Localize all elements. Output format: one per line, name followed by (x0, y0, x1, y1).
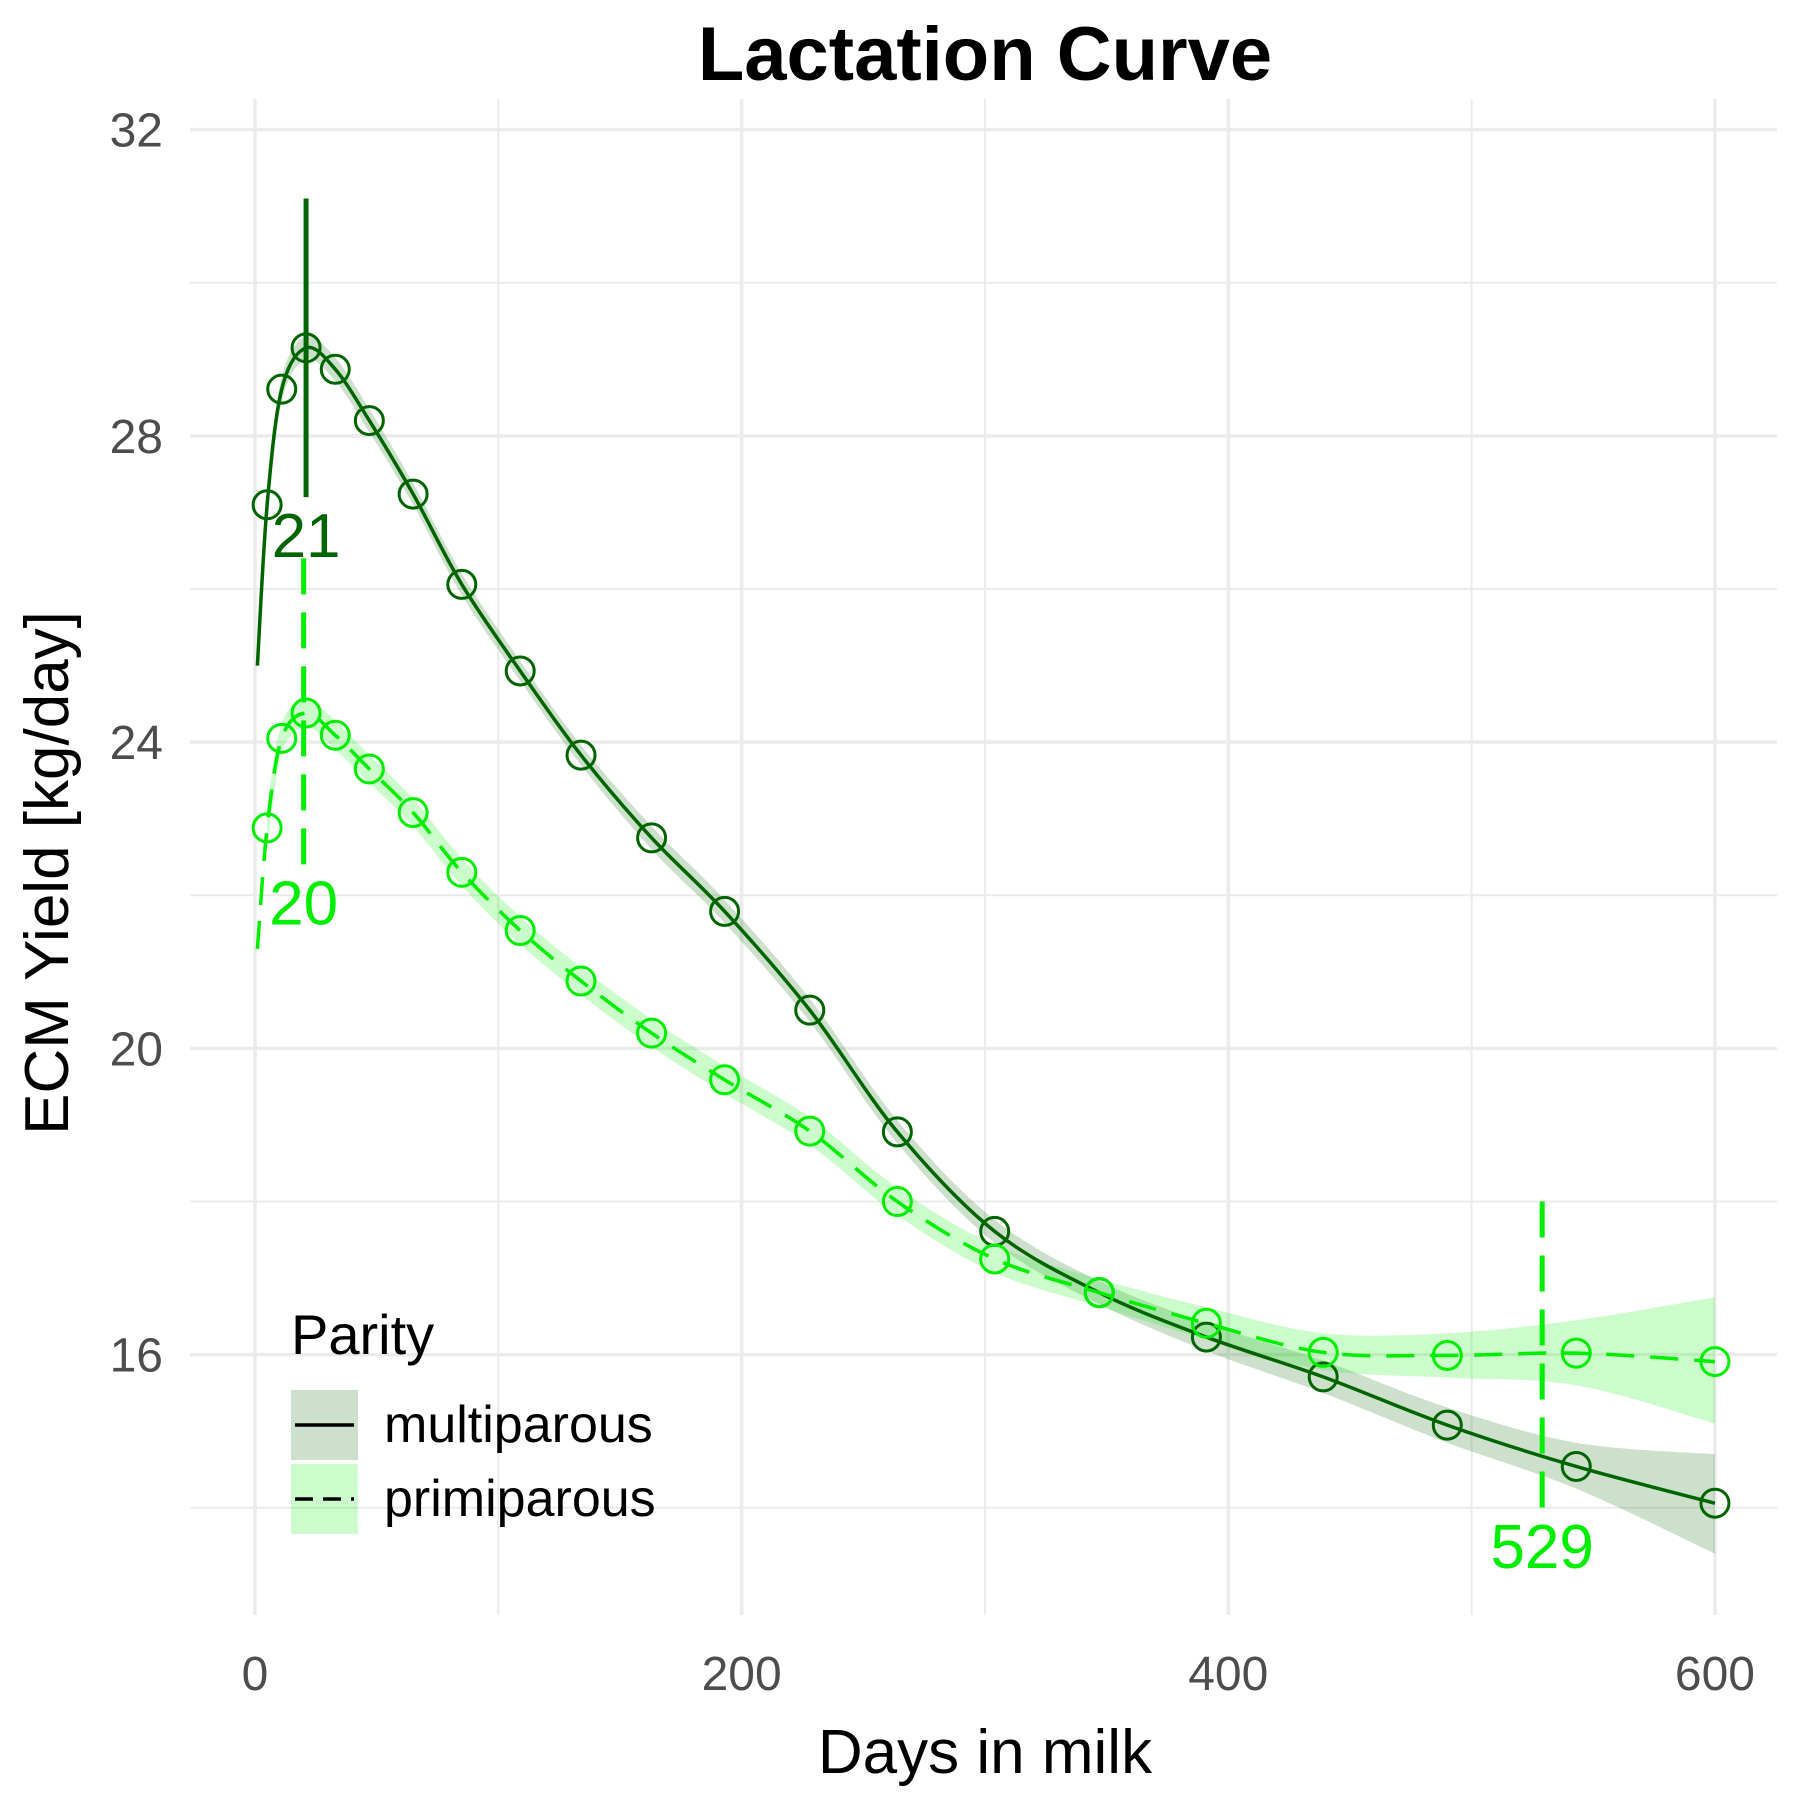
data-point (319, 719, 351, 751)
data-point (636, 822, 668, 854)
data-point (266, 722, 298, 754)
data-point (251, 489, 283, 521)
chart-title: Lactation Curve (698, 12, 1272, 97)
x-tick-label: 200 (702, 1648, 782, 1701)
data-point (636, 1017, 668, 1049)
data-point (1190, 1321, 1222, 1353)
data-point (504, 655, 536, 687)
data-point (446, 568, 478, 600)
data-point (565, 739, 597, 771)
confidence-ribbon (267, 699, 1715, 1424)
data-point (251, 812, 283, 844)
data-point (397, 478, 429, 510)
y-tick-label: 28 (110, 411, 163, 464)
x-tick-label: 0 (242, 1648, 269, 1701)
data-point (266, 373, 298, 405)
data-point (1307, 1361, 1339, 1393)
data-point (1560, 1337, 1592, 1369)
data-point (1307, 1336, 1339, 1368)
legend-title: Parity (291, 1303, 434, 1366)
data-point (1431, 1339, 1463, 1371)
x-tick-label: 600 (1675, 1648, 1755, 1701)
data-point (1431, 1409, 1463, 1441)
peak-label: 529 (1490, 1513, 1593, 1582)
data-point (794, 994, 826, 1026)
data-point (319, 353, 351, 385)
data-point (1699, 1487, 1731, 1519)
data-point (881, 1186, 913, 1218)
data-point (979, 1243, 1011, 1275)
legend-label: multiparous (384, 1396, 653, 1454)
data-point (446, 856, 478, 888)
data-point (794, 1115, 826, 1147)
x-axis-title: Days in milk (818, 1718, 1153, 1787)
data-point (1190, 1307, 1222, 1339)
data-point (353, 405, 385, 437)
y-tick-label: 24 (110, 717, 163, 770)
data-point (565, 965, 597, 997)
y-tick-label: 32 (110, 105, 163, 158)
x-tick-label: 400 (1188, 1648, 1268, 1701)
data-point (353, 753, 385, 785)
data-point (1699, 1346, 1731, 1378)
y-axis-title: ECM Yield [kg/day] (13, 611, 82, 1135)
y-tick-label: 16 (110, 1330, 163, 1383)
legend-label: primiparous (384, 1470, 656, 1528)
y-tick-label: 20 (110, 1023, 163, 1076)
data-point (881, 1116, 913, 1148)
data-point (504, 915, 536, 947)
data-point (1083, 1277, 1115, 1309)
peak-label: 20 (269, 870, 338, 939)
data-point (1560, 1450, 1592, 1482)
data-point (709, 895, 741, 927)
data-point (709, 1064, 741, 1096)
data-point (397, 797, 429, 829)
fit-line (255, 345, 1716, 1505)
